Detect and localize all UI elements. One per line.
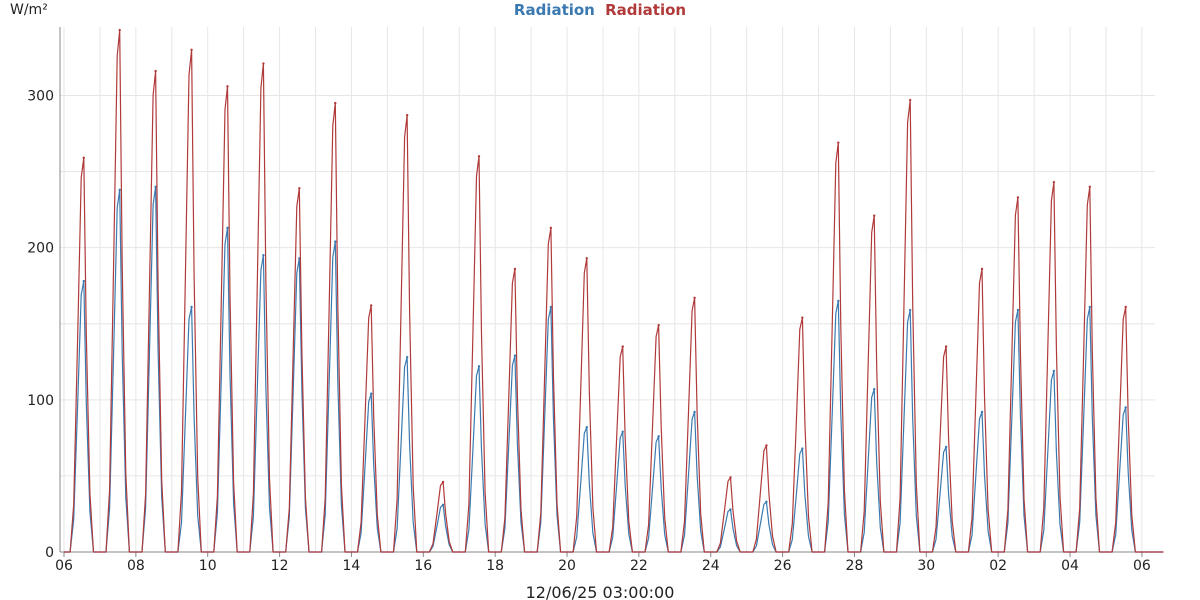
y-tick-label: 0 xyxy=(45,545,54,561)
peak-point xyxy=(1088,305,1092,309)
peak-point xyxy=(477,155,481,158)
chart-title: Radiation Radiation xyxy=(514,1,686,19)
peak-point xyxy=(837,299,840,303)
peak-point xyxy=(873,214,876,217)
peak-point xyxy=(370,392,373,395)
peak-point xyxy=(729,476,732,479)
peak-point xyxy=(405,114,409,117)
x-tick-label: 24 xyxy=(702,558,720,574)
peak-point xyxy=(441,480,445,484)
peak-point xyxy=(549,305,553,309)
peak-point xyxy=(980,267,984,271)
series-line-radiation-red xyxy=(64,29,1164,553)
peak-point xyxy=(1124,406,1127,409)
peak-point xyxy=(801,447,804,450)
peak-point xyxy=(1052,181,1056,184)
x-tick-label: 18 xyxy=(486,558,504,574)
x-tick-label: 12 xyxy=(271,558,289,574)
grid xyxy=(59,27,1155,553)
x-tick-label: 22 xyxy=(630,558,648,574)
series-lines xyxy=(64,28,1164,553)
peak-point xyxy=(837,141,840,144)
peak-point xyxy=(1016,308,1020,312)
peak-point xyxy=(226,226,229,230)
x-tick-label: 16 xyxy=(414,558,432,574)
peak-point xyxy=(980,410,984,414)
x-tick-label: 10 xyxy=(199,558,217,574)
peak-point xyxy=(82,279,85,283)
peak-point xyxy=(1016,196,1020,199)
peak-point xyxy=(262,62,265,65)
peak-point xyxy=(154,69,157,73)
peak-point xyxy=(1088,185,1092,188)
x-tick-label: 08 xyxy=(127,558,145,574)
x-axis-datetime-label: 12/06/25 03:00:00 xyxy=(526,583,675,600)
peak-point xyxy=(190,48,193,52)
chart-title-series-2: Radiation xyxy=(605,1,686,19)
axis-ticks: 0 100 200 300 06 08 10 12 14 16 18 20 22 24 26 28 30 02 04… xyxy=(27,88,1151,574)
peak-point xyxy=(549,226,553,230)
x-tick-label: 14 xyxy=(343,558,361,574)
peak-point xyxy=(154,185,157,188)
peak-point xyxy=(729,508,732,511)
peak-point xyxy=(765,444,768,447)
chart-title-series-1: Radiation xyxy=(514,1,595,19)
peak-point xyxy=(513,267,517,271)
x-tick-label: 02 xyxy=(989,558,1007,574)
peak-point xyxy=(585,257,588,260)
peak-point xyxy=(82,156,85,160)
peak-point xyxy=(513,354,517,357)
y-tick-label: 100 xyxy=(27,393,54,409)
x-tick-label: 06 xyxy=(1133,558,1151,574)
peak-point xyxy=(1124,305,1127,309)
peak-point xyxy=(765,500,768,503)
x-tick-label: 04 xyxy=(1061,558,1079,574)
peak-point xyxy=(370,304,373,307)
peak-point xyxy=(621,430,624,433)
peak-point xyxy=(405,356,409,359)
peak-point xyxy=(477,365,481,368)
x-tick-label: 26 xyxy=(774,558,792,574)
y-tick-label: 300 xyxy=(27,88,54,104)
peak-point xyxy=(1052,369,1056,373)
x-tick-label: 30 xyxy=(917,558,935,574)
y-tick-label: 200 xyxy=(27,241,54,257)
peak-point xyxy=(190,305,193,309)
peak-point xyxy=(944,445,948,449)
peak-point xyxy=(118,188,121,192)
peak-point xyxy=(657,435,660,438)
x-tick-label: 28 xyxy=(846,558,864,574)
peak-point xyxy=(298,187,301,190)
peak-point xyxy=(334,240,337,243)
peak-point xyxy=(585,426,588,429)
x-tick-label: 06 xyxy=(55,558,73,574)
peak-point xyxy=(441,503,445,507)
peak-point xyxy=(334,101,337,105)
peak-point xyxy=(693,410,696,414)
peak-point xyxy=(801,316,804,319)
y-axis-unit-label: W/m² xyxy=(10,2,48,18)
peak-point xyxy=(908,308,912,312)
peak-point xyxy=(118,28,121,32)
peak-point xyxy=(262,254,265,257)
peak-point xyxy=(657,324,660,327)
peak-point xyxy=(873,387,876,391)
peak-point xyxy=(944,345,948,348)
peak-point xyxy=(693,296,696,300)
peak-point xyxy=(621,345,624,348)
x-tick-label: 20 xyxy=(558,558,576,574)
peak-point xyxy=(226,85,229,88)
peak-point xyxy=(908,98,912,102)
